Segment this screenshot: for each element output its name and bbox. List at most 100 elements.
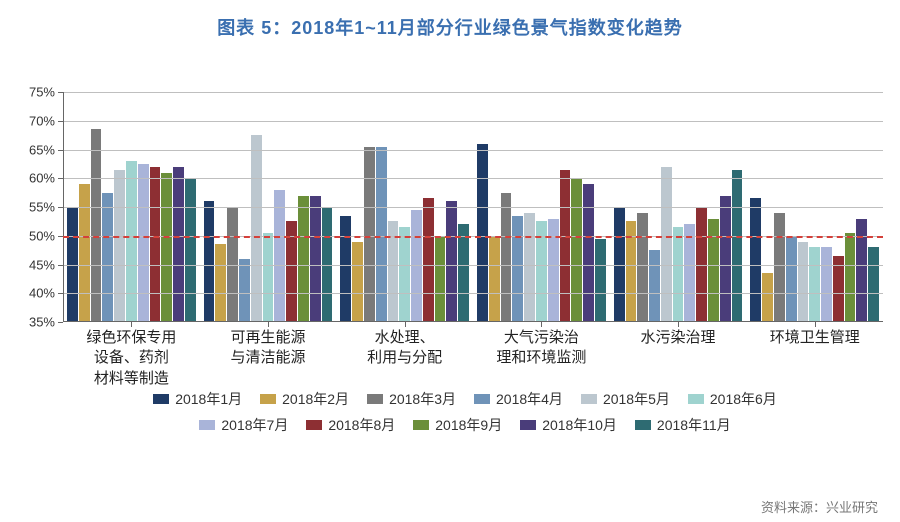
bar bbox=[477, 144, 488, 322]
legend-swatch bbox=[520, 420, 536, 430]
legend-item: 2018年7月 bbox=[199, 415, 288, 435]
legend-label: 2018年3月 bbox=[389, 389, 456, 409]
bar bbox=[274, 190, 285, 322]
legend-item: 2018年2月 bbox=[260, 389, 349, 409]
legend-item: 2018年6月 bbox=[688, 389, 777, 409]
bar bbox=[376, 147, 387, 322]
x-axis-label: 可再生能源 与清洁能源 bbox=[200, 322, 337, 389]
legend-label: 2018年2月 bbox=[282, 389, 349, 409]
legend-swatch bbox=[199, 420, 215, 430]
legend-swatch bbox=[413, 420, 429, 430]
x-axis-label: 水处理、 利用与分配 bbox=[336, 322, 473, 389]
x-tick bbox=[541, 322, 542, 327]
x-tick bbox=[405, 322, 406, 327]
bar bbox=[661, 167, 672, 322]
x-axis-label: 大气污染治 理和环境监测 bbox=[473, 322, 610, 389]
bar bbox=[150, 167, 161, 322]
bar bbox=[798, 242, 809, 323]
x-tick bbox=[131, 322, 132, 327]
bar bbox=[571, 178, 582, 322]
bar bbox=[548, 219, 559, 323]
bar bbox=[185, 178, 196, 322]
bar bbox=[512, 216, 523, 322]
gridline bbox=[63, 293, 883, 294]
bar bbox=[352, 242, 363, 323]
x-tick bbox=[678, 322, 679, 327]
bar bbox=[298, 196, 309, 323]
bar bbox=[750, 198, 761, 322]
legend-label: 2018年4月 bbox=[496, 389, 563, 409]
legend-item: 2018年5月 bbox=[581, 389, 670, 409]
bar bbox=[720, 196, 731, 323]
x-tick bbox=[815, 322, 816, 327]
y-tick-label: 60% bbox=[29, 171, 55, 186]
bar bbox=[310, 196, 321, 323]
bar bbox=[102, 193, 113, 322]
source-footnote: 资料来源：兴业研究 bbox=[761, 497, 878, 516]
x-axis-label: 绿色环保专用 设备、药剂 材料等制造 bbox=[63, 322, 200, 389]
bar bbox=[364, 147, 375, 322]
x-axis-label: 水污染治理 bbox=[610, 322, 747, 389]
gridline bbox=[63, 150, 883, 151]
bar bbox=[637, 213, 648, 322]
x-axis-label: 环境卫生管理 bbox=[746, 322, 883, 389]
gridline bbox=[63, 92, 883, 93]
legend-label: 2018年10月 bbox=[542, 415, 617, 435]
gridline bbox=[63, 121, 883, 122]
y-tick bbox=[58, 236, 63, 237]
bar bbox=[856, 219, 867, 323]
legend-swatch bbox=[153, 394, 169, 404]
bar bbox=[762, 273, 773, 322]
y-tick bbox=[58, 92, 63, 93]
y-tick-label: 50% bbox=[29, 228, 55, 243]
chart-area: 35%40%45%50%55%60%65%70%75% 绿色环保专用 设备、药剂… bbox=[7, 40, 893, 422]
bar bbox=[684, 224, 695, 322]
y-tick bbox=[58, 265, 63, 266]
y-tick bbox=[58, 121, 63, 122]
legend-swatch bbox=[474, 394, 490, 404]
gridline bbox=[63, 207, 883, 208]
legend-swatch bbox=[635, 420, 651, 430]
y-tick-label: 65% bbox=[29, 142, 55, 157]
legend-swatch bbox=[688, 394, 704, 404]
bar bbox=[845, 233, 856, 322]
y-tick bbox=[58, 207, 63, 208]
bar bbox=[649, 250, 660, 322]
bar bbox=[809, 247, 820, 322]
bar bbox=[560, 170, 571, 322]
bar bbox=[411, 210, 422, 322]
legend-label: 2018年8月 bbox=[328, 415, 395, 435]
y-tick bbox=[58, 293, 63, 294]
bar bbox=[79, 184, 90, 322]
gridline bbox=[63, 265, 883, 266]
legend-swatch bbox=[367, 394, 383, 404]
bar bbox=[524, 213, 535, 322]
legend-item: 2018年9月 bbox=[413, 415, 502, 435]
y-tick bbox=[58, 322, 63, 323]
y-tick-label: 45% bbox=[29, 257, 55, 272]
reference-line bbox=[63, 236, 883, 238]
legend-item: 2018年8月 bbox=[306, 415, 395, 435]
x-axis-labels: 绿色环保专用 设备、药剂 材料等制造可再生能源 与清洁能源水处理、 利用与分配大… bbox=[63, 322, 883, 389]
legend-item: 2018年1月 bbox=[153, 389, 242, 409]
legend-item: 2018年3月 bbox=[367, 389, 456, 409]
bar bbox=[821, 247, 832, 322]
bar bbox=[673, 227, 684, 322]
bar bbox=[423, 198, 434, 322]
bar bbox=[114, 170, 125, 322]
bar bbox=[446, 201, 457, 322]
bar bbox=[215, 244, 226, 322]
y-tick-label: 75% bbox=[29, 85, 55, 100]
legend-label: 2018年6月 bbox=[710, 389, 777, 409]
bar bbox=[126, 161, 137, 322]
legend-item: 2018年10月 bbox=[520, 415, 617, 435]
bar bbox=[868, 247, 879, 322]
bar bbox=[501, 193, 512, 322]
bar bbox=[489, 236, 500, 322]
legend-label: 2018年9月 bbox=[435, 415, 502, 435]
y-tick bbox=[58, 178, 63, 179]
legend-item: 2018年4月 bbox=[474, 389, 563, 409]
legend-label: 2018年1月 bbox=[175, 389, 242, 409]
y-tick-label: 70% bbox=[29, 113, 55, 128]
y-tick-label: 35% bbox=[29, 315, 55, 330]
